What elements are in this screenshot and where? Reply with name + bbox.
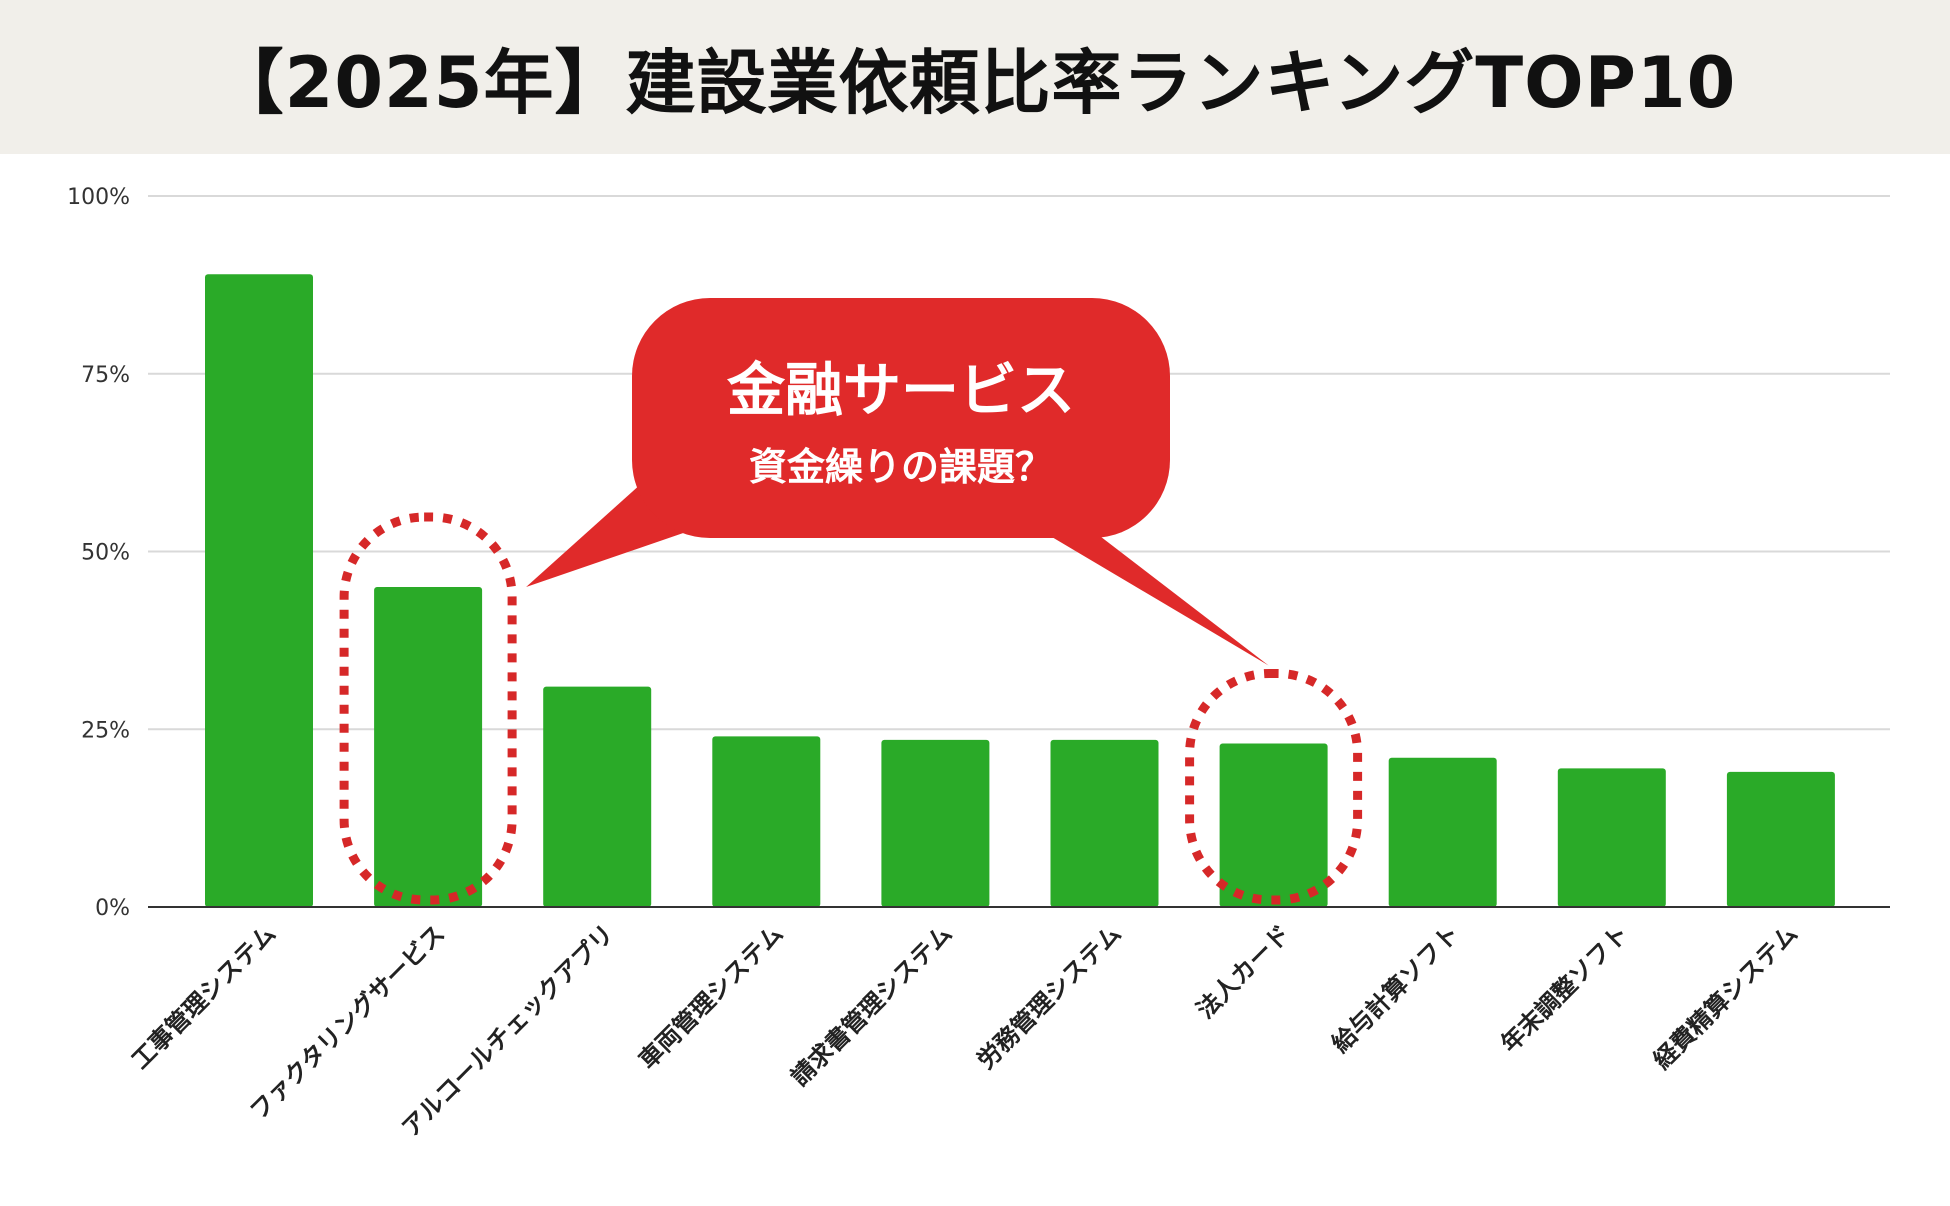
bar bbox=[543, 686, 652, 907]
bar bbox=[1388, 757, 1497, 907]
y-tick-label: 0% bbox=[95, 896, 130, 921]
y-tick-label: 75% bbox=[81, 363, 130, 388]
x-tick-label: 請求書管理システム bbox=[786, 919, 958, 1091]
x-tick-label: 工事管理システム bbox=[126, 919, 281, 1074]
bar bbox=[1050, 739, 1159, 907]
bar bbox=[1726, 771, 1835, 907]
callout-tail-right bbox=[1030, 524, 1269, 666]
callout-body bbox=[632, 298, 1170, 538]
bar bbox=[1557, 768, 1666, 907]
bar bbox=[205, 274, 313, 908]
x-tick-label: 年末調整ソフト bbox=[1495, 919, 1634, 1058]
highlight-ring bbox=[339, 512, 517, 905]
bar bbox=[881, 739, 990, 907]
x-tick-label: 法人カード bbox=[1191, 919, 1296, 1024]
bar bbox=[712, 736, 821, 907]
callout-subtitle: 資金繰りの課題？ bbox=[749, 445, 1053, 489]
x-tick-label: ファクタリングサービス bbox=[245, 919, 451, 1125]
title-bar: 【2025年】建設業依頼比率ランキングTOP10 bbox=[0, 0, 1950, 154]
bar bbox=[374, 587, 483, 907]
y-tick-label: 25% bbox=[81, 718, 130, 743]
page-title: 【2025年】建設業依頼比率ランキングTOP10 bbox=[213, 41, 1737, 124]
highlight-rings bbox=[339, 512, 1363, 905]
x-tick-label: 労務管理システム bbox=[972, 919, 1127, 1074]
bars bbox=[205, 274, 1835, 908]
x-tick-label: 給与計算ソフト bbox=[1326, 919, 1465, 1058]
y-axis-ticks: 0% 25% 50% 75% 100% bbox=[67, 185, 130, 921]
callout-bubble: 金融サービス 資金繰りの課題？ bbox=[526, 298, 1269, 666]
x-tick-label: 車両管理システム bbox=[633, 919, 788, 1074]
callout-title: 金融サービス bbox=[727, 356, 1075, 424]
y-tick-label: 50% bbox=[81, 541, 130, 566]
bar bbox=[1219, 743, 1328, 907]
highlight-ring bbox=[1185, 668, 1363, 905]
x-tick-label: 経費精算システム bbox=[1648, 919, 1803, 1074]
y-tick-label: 100% bbox=[67, 185, 130, 210]
